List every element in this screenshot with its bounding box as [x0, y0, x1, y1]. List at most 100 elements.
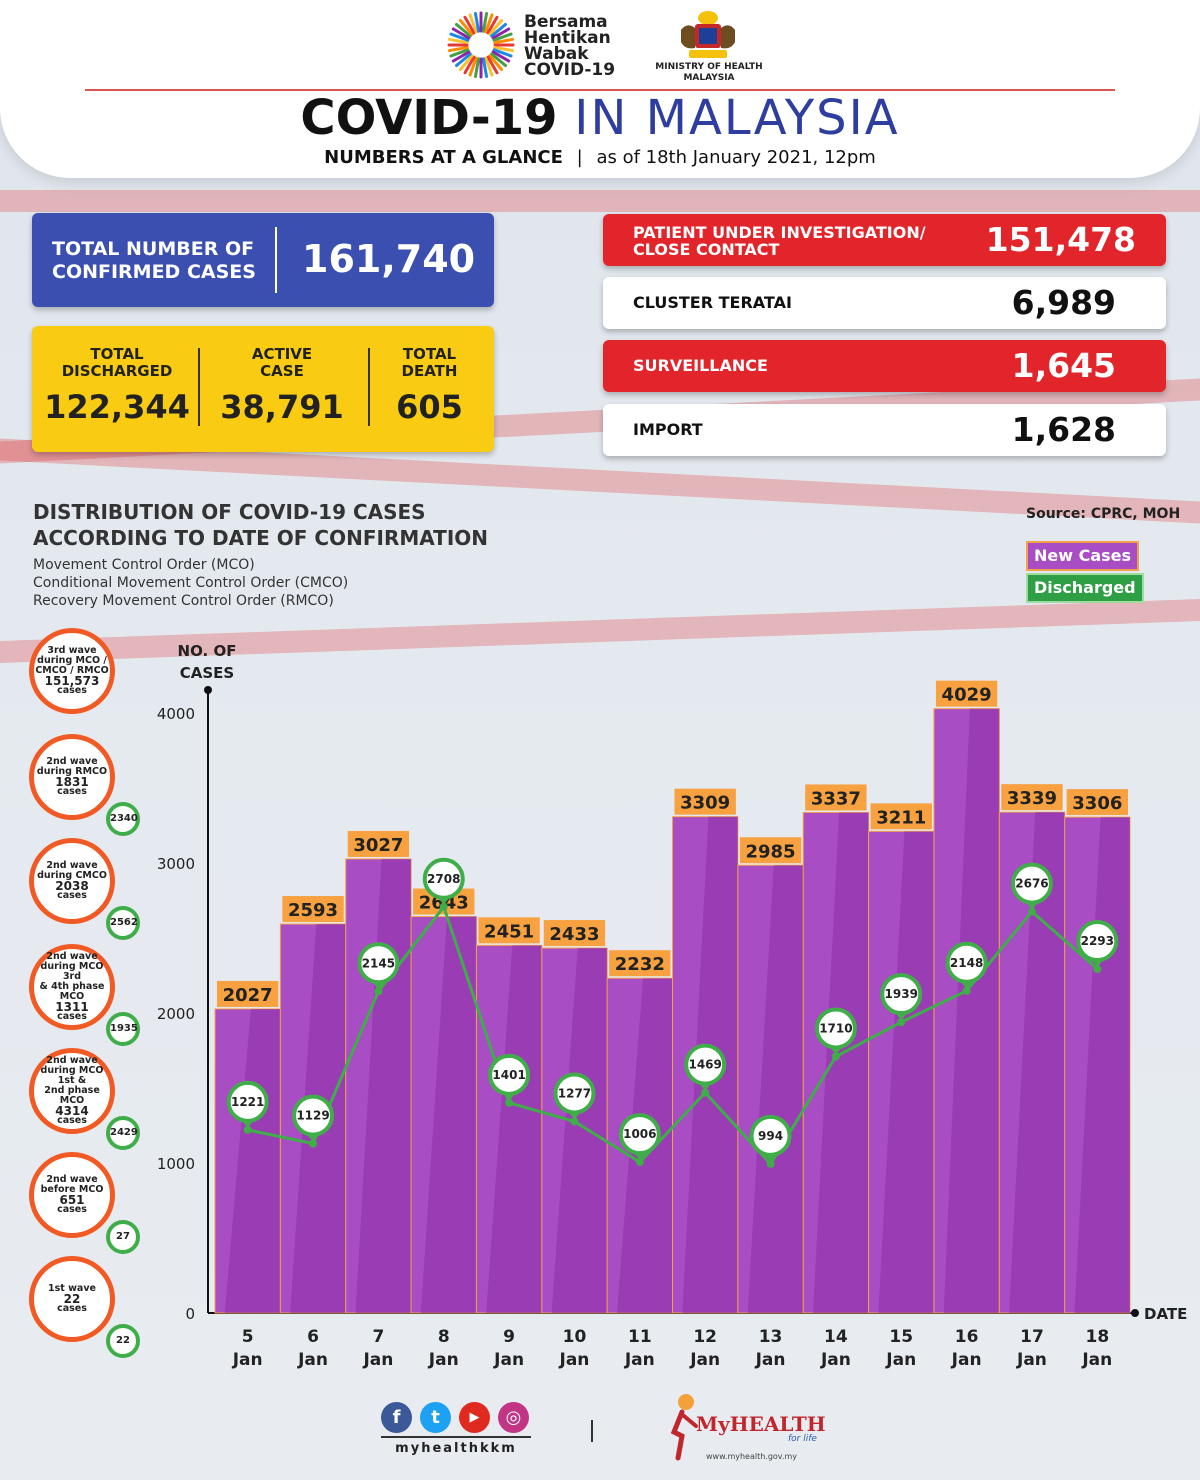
wave-discharged-badge: 2340 [106, 802, 140, 836]
discharged-point [243, 1125, 252, 1134]
bar-label-bg [282, 896, 344, 923]
y-tick-label: 1000 [157, 1155, 195, 1173]
discharged-value-label: 994 [758, 1129, 783, 1143]
cases-bar-chart: NO. OF CASES DATE 0 1000 2000 3000 4000 2027 5 Jan… [157, 642, 1188, 1370]
bar-value-label: 2027 [223, 985, 273, 1006]
status-summary-card: TOTAL DISCHARGED 122,344 ACTIVE CASE 38,… [32, 326, 494, 452]
bar-value-label: 2433 [549, 924, 599, 945]
x-tick-label: Jan [362, 1350, 393, 1370]
discharged-value-label: 1277 [558, 1086, 591, 1100]
wave-circle: 1st wave 22 cases [29, 1256, 115, 1342]
bar-label-bg [347, 830, 410, 857]
axis-dot [204, 686, 212, 694]
wave-circle: 3rd wave during MCO / CMCO / RMCO 151,573 ca… [29, 628, 115, 714]
wave-count: 1311 [55, 1000, 89, 1014]
x-tick-label: 10 [563, 1327, 587, 1347]
x-tick-label: 17 [1020, 1327, 1044, 1347]
wave-circle: 2nd wave during MCO 3rd & 4th phase MCO 131… [29, 944, 115, 1030]
discharged-marker [226, 1080, 269, 1123]
discharged-marker [422, 857, 465, 900]
wave-circle: 2nd wave before MCO 651 cases [29, 1152, 115, 1238]
x-tick-label: 12 [693, 1327, 717, 1347]
x-tick-label: 14 [824, 1327, 848, 1347]
campaign-text: Bersama Hentikan Wabak COVID-19 [524, 12, 616, 80]
discharged-value-label: 2293 [1081, 934, 1114, 948]
bar-shade [1009, 812, 1065, 1313]
cluster-teratai-card: CLUSTER TERATAI 6,989 [603, 277, 1166, 329]
y-axis-label: CASES [180, 664, 234, 682]
bar-value-label: 2451 [484, 921, 534, 942]
wave-count: 2038 [55, 879, 89, 893]
discharged-value-label: 1469 [688, 1058, 721, 1072]
bar-label-bg [1066, 789, 1128, 816]
wave-discharged-badge: 22 [106, 1324, 140, 1358]
x-tick-label: Jan [951, 1350, 982, 1370]
bar-value-label: 3309 [680, 793, 730, 814]
wave-discharged-badge: 2562 [106, 906, 140, 940]
import-card: IMPORT 1,628 [603, 404, 1166, 456]
wave-count: 22 [63, 1292, 81, 1306]
twitter-icon[interactable]: t [420, 1402, 451, 1433]
x-tick-label: Jan [297, 1350, 328, 1370]
y-tick-label: 3000 [157, 855, 195, 873]
legend-discharged: Discharged [1026, 573, 1144, 603]
bar-shade [878, 831, 934, 1313]
bar-label-bg [217, 980, 279, 1007]
pui-close-contact-card: PATIENT UNDER INVESTIGATION/ CLOSE CONTA… [603, 214, 1166, 266]
discharged-marker [945, 941, 988, 984]
x-tick-label: Jan [428, 1350, 459, 1370]
x-tick-label: 13 [759, 1327, 783, 1347]
bar-value-label: 3027 [353, 835, 403, 856]
bar-label-bg [543, 920, 606, 947]
bar-label-bg [805, 784, 867, 811]
x-tick-label: 11 [628, 1327, 652, 1347]
mco-legend: Movement Control Order (MCO) Conditional… [33, 557, 349, 609]
bar-label-bg [674, 788, 736, 815]
discharged-point [374, 987, 383, 996]
discharged-stat: TOTAL DISCHARGED 122,344 [44, 345, 190, 427]
x-tick-label: 18 [1085, 1327, 1109, 1347]
myhealth-logo: MyHEALTH for life www.myhealth.gov.my [668, 1388, 826, 1468]
x-tick-label: Jan [689, 1350, 720, 1370]
discharged-marker [684, 1043, 727, 1086]
x-tick-label: Jan [559, 1350, 590, 1370]
discharged-marker [553, 1072, 596, 1115]
discharged-marker [357, 942, 400, 985]
flag-stripe [0, 190, 1200, 212]
source-note: Source: CPRC, MOH [1026, 506, 1181, 522]
wave-circle: 2nd wave during CMCO 2038 cases [29, 838, 115, 924]
y-tick-label: 0 [185, 1305, 195, 1323]
x-tick-label: Jan [1016, 1350, 1047, 1370]
discharged-point [766, 1159, 775, 1168]
x-axis-label: DATE [1144, 1305, 1187, 1323]
discharged-value-label: 1221 [231, 1095, 264, 1109]
wave-discharged-badge: 27 [106, 1220, 140, 1254]
x-tick-label: 15 [889, 1327, 913, 1347]
total-confirmed-card: TOTAL NUMBER OF CONFIRMED CASES 161,740 [32, 213, 494, 307]
discharged-marker [814, 1007, 857, 1050]
discharged-point [309, 1139, 318, 1148]
youtube-icon[interactable]: ▶ [459, 1402, 490, 1433]
y-tick-label: 4000 [157, 705, 195, 723]
x-tick-label: Jan [493, 1350, 524, 1370]
x-tick-label: Jan [232, 1350, 263, 1370]
discharged-point [897, 1018, 906, 1027]
instagram-icon[interactable]: ◎ [498, 1402, 529, 1433]
wave-count: 1831 [55, 775, 89, 789]
discharged-marker [1010, 862, 1053, 905]
header: Bersama Hentikan Wabak COVID-19 MINISTRY… [0, 0, 1200, 178]
bar-shade [551, 948, 608, 1313]
campaign-logo-icon [447, 11, 515, 79]
bar-value-label: 2985 [745, 841, 795, 862]
bar-shade [420, 916, 477, 1313]
discharged-point [570, 1117, 579, 1126]
discharged-point [831, 1052, 840, 1061]
wave-discharged-badge: 1935 [106, 1012, 140, 1046]
facebook-icon[interactable]: f [381, 1402, 412, 1433]
page-subtitle: NUMBERS AT A GLANCE | as of 18th January… [324, 147, 876, 168]
x-tick-label: 7 [372, 1327, 384, 1347]
discharged-marker [292, 1094, 335, 1137]
bar-value-label: 2232 [615, 954, 665, 975]
discharged-value-label: 1006 [623, 1127, 656, 1141]
bar-shade [486, 945, 542, 1313]
